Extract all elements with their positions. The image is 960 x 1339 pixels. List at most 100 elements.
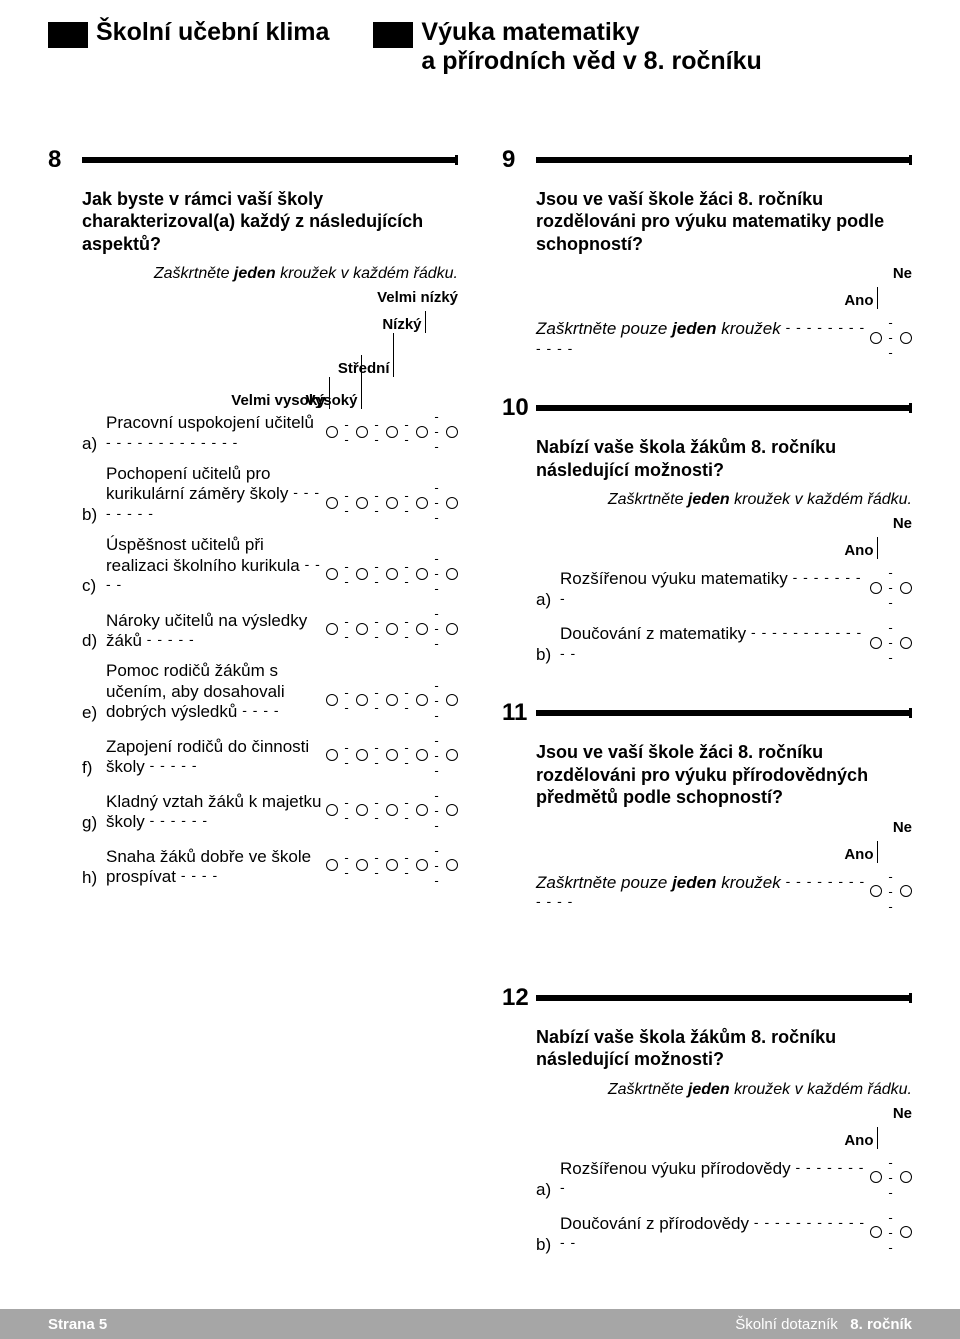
q9-options: - - - bbox=[870, 315, 912, 360]
q9-instr-bold: jeden bbox=[672, 319, 716, 338]
radio-option[interactable] bbox=[356, 623, 368, 635]
dash-icon: - - bbox=[398, 417, 416, 447]
dash-icon: - - - bbox=[882, 565, 900, 610]
tick-icon bbox=[877, 287, 879, 309]
radio-option[interactable] bbox=[446, 497, 458, 509]
radio-option[interactable] bbox=[900, 885, 912, 897]
q12-instr-bold: jeden bbox=[688, 1081, 730, 1098]
radio-option[interactable] bbox=[326, 804, 338, 816]
radio-option[interactable] bbox=[356, 568, 368, 580]
radio-option[interactable] bbox=[326, 497, 338, 509]
dash-icon: - - - bbox=[882, 1210, 900, 1255]
radio-option[interactable] bbox=[326, 749, 338, 761]
q9-instr-post: kroužek bbox=[716, 319, 780, 338]
radio-option[interactable] bbox=[386, 804, 398, 816]
radio-option[interactable] bbox=[386, 568, 398, 580]
radio-option[interactable] bbox=[326, 694, 338, 706]
radio-option[interactable] bbox=[326, 623, 338, 635]
dash-icon: - - - bbox=[428, 733, 446, 778]
radio-option[interactable] bbox=[386, 623, 398, 635]
radio-option[interactable] bbox=[416, 694, 428, 706]
radio-option[interactable] bbox=[870, 1171, 882, 1183]
q12-row-label: Doučování z přírodovědy - - - - - - - - … bbox=[560, 1214, 870, 1255]
radio-option[interactable] bbox=[446, 804, 458, 816]
radio-option[interactable] bbox=[416, 749, 428, 761]
q8-row-options: - - - - - - - - - bbox=[326, 409, 458, 454]
q9: 9 Jsou ve vaší škole žáci 8. ročníku roz… bbox=[502, 146, 912, 361]
q8-row-label: Nároky učitelů na výsledky žáků - - - - … bbox=[106, 611, 326, 652]
dash-icon: - - bbox=[338, 614, 356, 644]
radio-option[interactable] bbox=[386, 859, 398, 871]
radio-option[interactable] bbox=[416, 623, 428, 635]
radio-option[interactable] bbox=[356, 749, 368, 761]
radio-option[interactable] bbox=[356, 804, 368, 816]
page: Školní učební klima Výuka matematiky a p… bbox=[0, 0, 960, 1289]
radio-option[interactable] bbox=[386, 426, 398, 438]
q12-head: 12 bbox=[502, 984, 912, 1012]
radio-option[interactable] bbox=[900, 1226, 912, 1238]
footer-left: Strana 5 bbox=[48, 1316, 107, 1333]
q12-row-label-text: Doučování z přírodovědy bbox=[560, 1214, 749, 1233]
header-right: Výuka matematiky a přírodních věd v 8. r… bbox=[373, 18, 761, 76]
radio-option[interactable] bbox=[326, 859, 338, 871]
dash-icon: - - bbox=[338, 685, 356, 715]
q9-instruction: Zaškrtněte pouze jeden kroužek - - - - -… bbox=[536, 319, 870, 360]
radio-option[interactable] bbox=[416, 568, 428, 580]
radio-option[interactable] bbox=[356, 694, 368, 706]
radio-option[interactable] bbox=[446, 568, 458, 580]
radio-option[interactable] bbox=[446, 859, 458, 871]
q10-text: Nabízí vaše škola žákům 8. ročníku násle… bbox=[502, 436, 912, 481]
radio-option[interactable] bbox=[900, 1171, 912, 1183]
dash-icon: - - bbox=[338, 488, 356, 518]
dash-icon: - - - bbox=[428, 678, 446, 723]
radio-option[interactable] bbox=[446, 426, 458, 438]
radio-option[interactable] bbox=[446, 694, 458, 706]
header-right-line1: Výuka matematiky bbox=[421, 18, 639, 46]
radio-option[interactable] bbox=[416, 804, 428, 816]
radio-option[interactable] bbox=[356, 859, 368, 871]
dash-icon: - - bbox=[398, 740, 416, 770]
q8-row-label-text: Pochopení učitelů pro kurikulární záměry… bbox=[106, 464, 288, 503]
right-column: 9 Jsou ve vaší škole žáci 8. ročníku roz… bbox=[502, 146, 912, 1289]
dash-icon: - - bbox=[398, 614, 416, 644]
section-headers: Školní učební klima Výuka matematiky a p… bbox=[48, 18, 912, 76]
q12-row-options: - - - bbox=[870, 1210, 912, 1255]
leader-dots: - - - - - bbox=[142, 631, 195, 647]
q11-options: - - - bbox=[870, 869, 912, 914]
dash-icon: - - - bbox=[428, 551, 446, 596]
dash-icon: - - bbox=[368, 740, 386, 770]
q11-instr-post: kroužek bbox=[716, 873, 780, 892]
q8-row: e) Pomoc rodičů žákům s učením, aby dosa… bbox=[82, 661, 458, 722]
radio-option[interactable] bbox=[326, 426, 338, 438]
radio-option[interactable] bbox=[416, 859, 428, 871]
radio-option[interactable] bbox=[416, 426, 428, 438]
q8-row: g) Kladný vztah žáků k majetku školy - -… bbox=[82, 788, 458, 833]
q8-instr-post: kroužek v každém řádku. bbox=[276, 265, 458, 282]
dash-icon: - - - bbox=[882, 869, 900, 914]
radio-option[interactable] bbox=[386, 694, 398, 706]
dash-icon: - - bbox=[338, 559, 356, 589]
radio-option[interactable] bbox=[870, 332, 882, 344]
radio-option[interactable] bbox=[870, 637, 882, 649]
radio-option[interactable] bbox=[900, 637, 912, 649]
radio-option[interactable] bbox=[900, 582, 912, 594]
radio-option[interactable] bbox=[870, 1226, 882, 1238]
radio-option[interactable] bbox=[416, 497, 428, 509]
radio-option[interactable] bbox=[356, 497, 368, 509]
radio-option[interactable] bbox=[870, 582, 882, 594]
q8-text: Jak byste v rámci vaší školy charakteriz… bbox=[48, 188, 458, 256]
header-left: Školní učební klima bbox=[48, 18, 329, 76]
radio-option[interactable] bbox=[386, 497, 398, 509]
radio-option[interactable] bbox=[900, 332, 912, 344]
q8-row-letter: e) bbox=[82, 703, 106, 723]
radio-option[interactable] bbox=[870, 885, 882, 897]
dash-icon: - - bbox=[338, 417, 356, 447]
radio-option[interactable] bbox=[386, 749, 398, 761]
q12-row: b) Doučování z přírodovědy - - - - - - -… bbox=[502, 1210, 912, 1255]
radio-option[interactable] bbox=[356, 426, 368, 438]
radio-option[interactable] bbox=[326, 568, 338, 580]
dash-icon: - - bbox=[368, 850, 386, 880]
radio-option[interactable] bbox=[446, 749, 458, 761]
footer-right-a: Školní dotazník bbox=[735, 1316, 838, 1333]
radio-option[interactable] bbox=[446, 623, 458, 635]
